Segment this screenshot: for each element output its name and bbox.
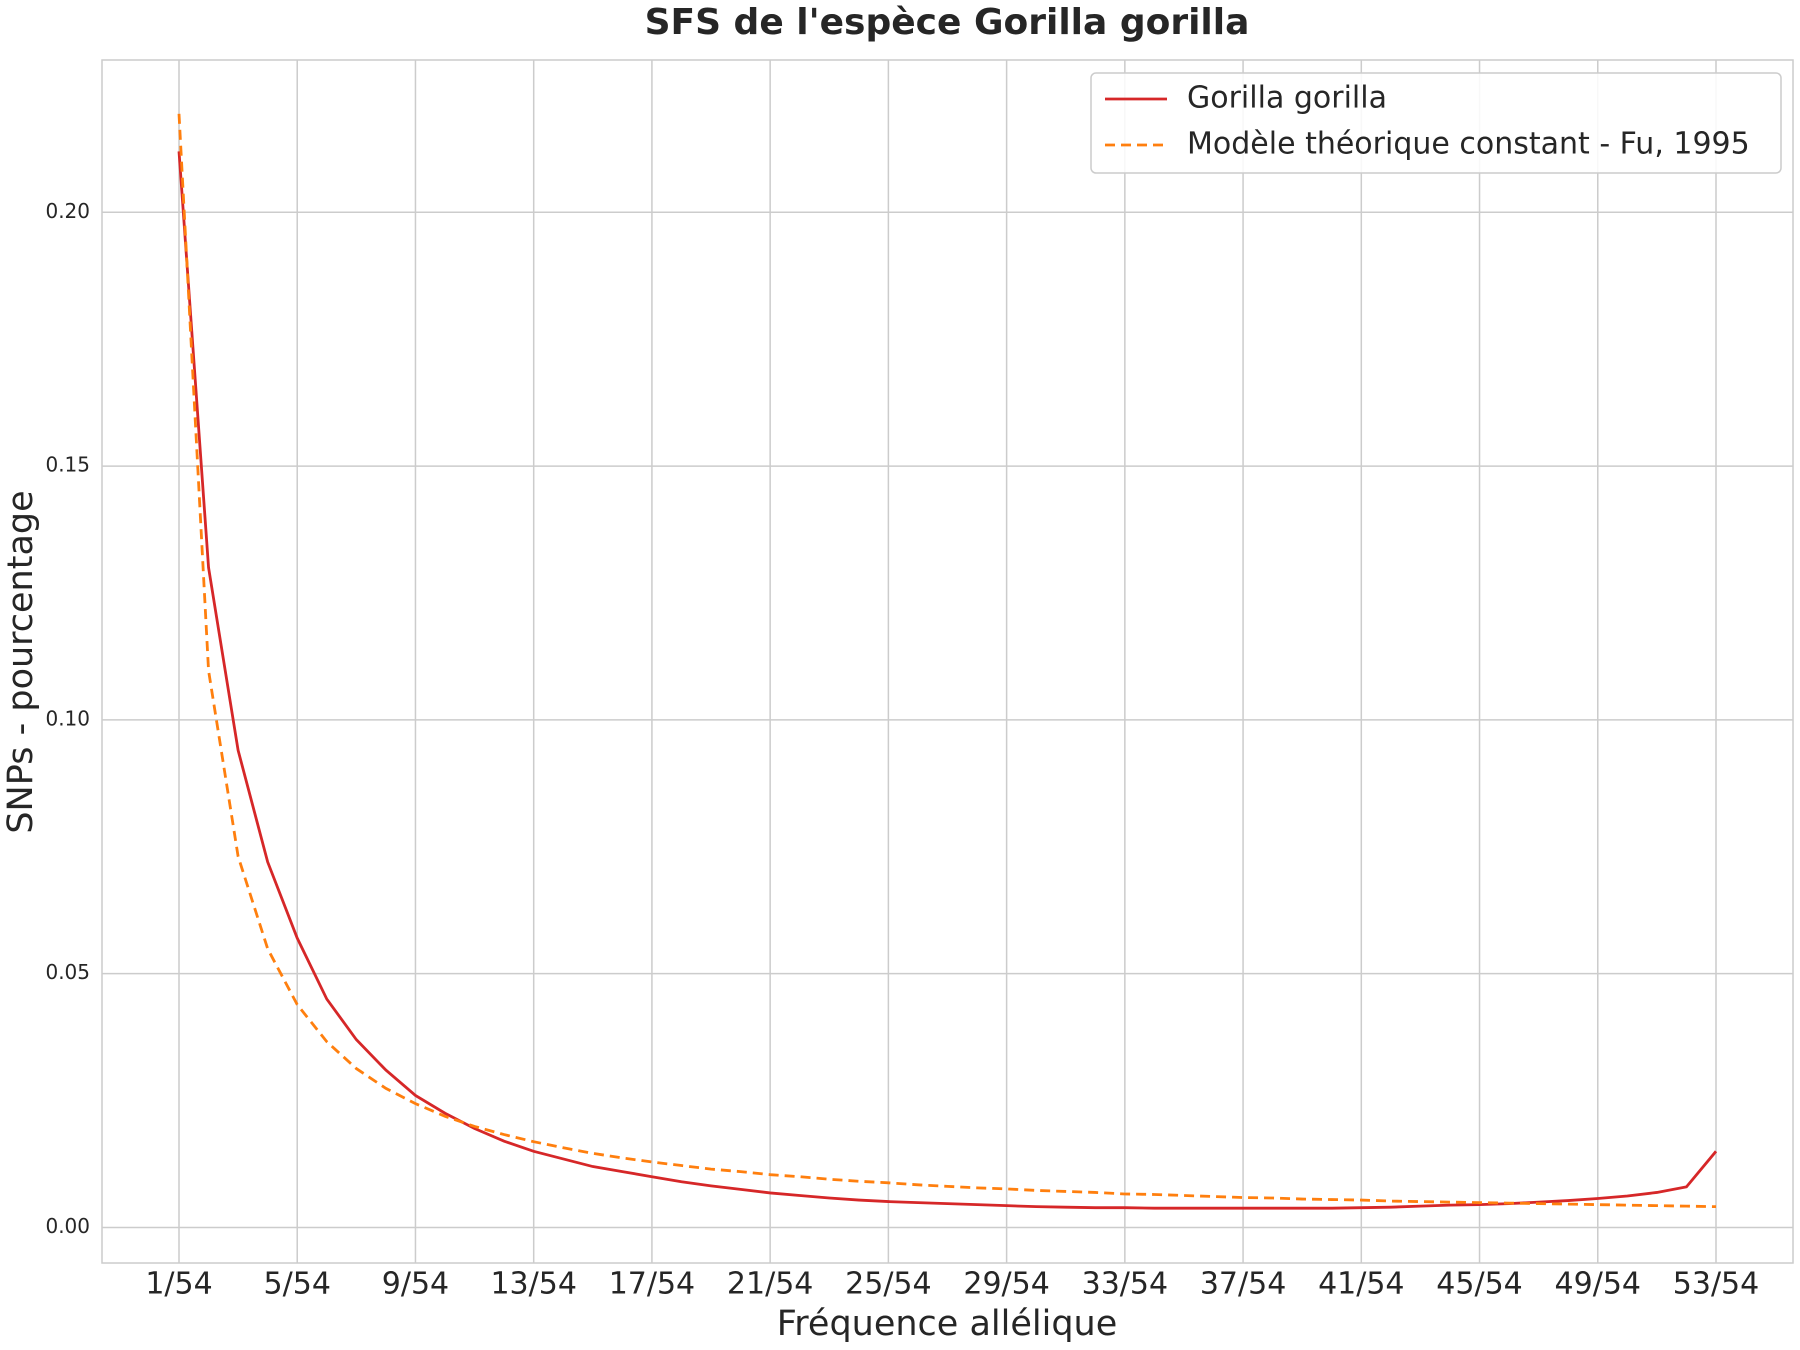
chart-title: SFS de l'espèce Gorilla gorilla <box>645 2 1250 43</box>
y-tick-label: 0.05 <box>45 960 90 984</box>
series-line <box>177 151 1718 1210</box>
x-tick-label: 37/54 <box>1200 1267 1286 1302</box>
y-tick-label: 0.15 <box>45 453 90 477</box>
x-tick-label: 9/54 <box>382 1267 449 1302</box>
x-tick-label: 45/54 <box>1436 1267 1522 1302</box>
x-tick-label: 5/54 <box>264 1267 331 1302</box>
x-tick-label: 33/54 <box>1082 1267 1168 1302</box>
y-tick-label: 0.20 <box>45 199 90 223</box>
plot-frame <box>101 59 1794 1264</box>
x-tick-label: 13/54 <box>490 1267 576 1302</box>
x-axis-label: Fréquence allélique <box>777 1304 1118 1344</box>
legend-label: Modèle théorique constant - Fu, 1995 <box>1187 127 1750 162</box>
x-tick-label: 53/54 <box>1673 1267 1759 1302</box>
x-tick-label: 25/54 <box>845 1267 931 1302</box>
x-tick-label: 29/54 <box>963 1267 1049 1302</box>
x-tick-label: 1/54 <box>145 1267 212 1302</box>
x-tick-label: 17/54 <box>609 1267 695 1302</box>
x-tick-label: 41/54 <box>1318 1267 1404 1302</box>
y-tick-label: 0.10 <box>45 706 90 730</box>
x-tick-label: 21/54 <box>727 1267 813 1302</box>
x-tick-label: 49/54 <box>1555 1267 1641 1302</box>
legend-box <box>1090 72 1782 174</box>
legend-label: Gorilla gorilla <box>1187 81 1387 116</box>
series-line <box>177 113 1717 1209</box>
y-tick-label: 0.00 <box>45 1214 90 1238</box>
y-axis-label: SNPs - pourcentage <box>1 490 41 833</box>
